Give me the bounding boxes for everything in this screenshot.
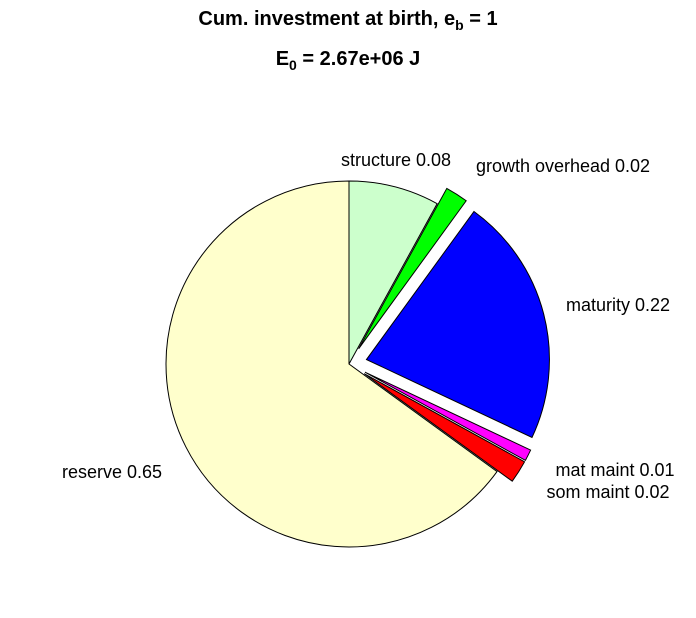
pie-slice-growth-overhead [358,187,467,350]
pie-slice-maturity [365,210,550,439]
pie-label-reserve: reserve 0.65 [62,462,162,482]
pie-labels: structure 0.08 growth overhead 0.02 maturi… [62,150,675,502]
title-1-subscript: b [455,17,464,33]
title-1-suffix: = 1 [463,8,498,30]
chart-title-line-2: E0 = 2.67e+06 J [0,48,696,73]
pie-slice-reserve [165,180,498,548]
pie-label-mat-maint: mat maint 0.01 [555,460,674,480]
title-2-prefix: E [275,48,290,70]
pie-slice-mat-maint [364,371,532,462]
pie-label-maturity: maturity 0.22 [566,295,670,315]
title-2-suffix: = 2.67e+06 J [296,48,421,70]
pie-slice-som-maint [363,373,526,482]
pie-label-growth-overhead: growth overhead 0.02 [476,156,650,176]
title-2-subscript: 0 [289,57,297,73]
pie-label-structure: structure 0.08 [341,150,451,170]
title-1-prefix: Cum. investment at birth, e [198,8,456,30]
pie-slice-structure [348,180,438,365]
pie-slices [165,180,550,548]
pie-label-som-maint: som maint 0.02 [546,482,669,502]
chart-title-line-1: Cum. investment at birth, eb = 1 [0,8,696,33]
